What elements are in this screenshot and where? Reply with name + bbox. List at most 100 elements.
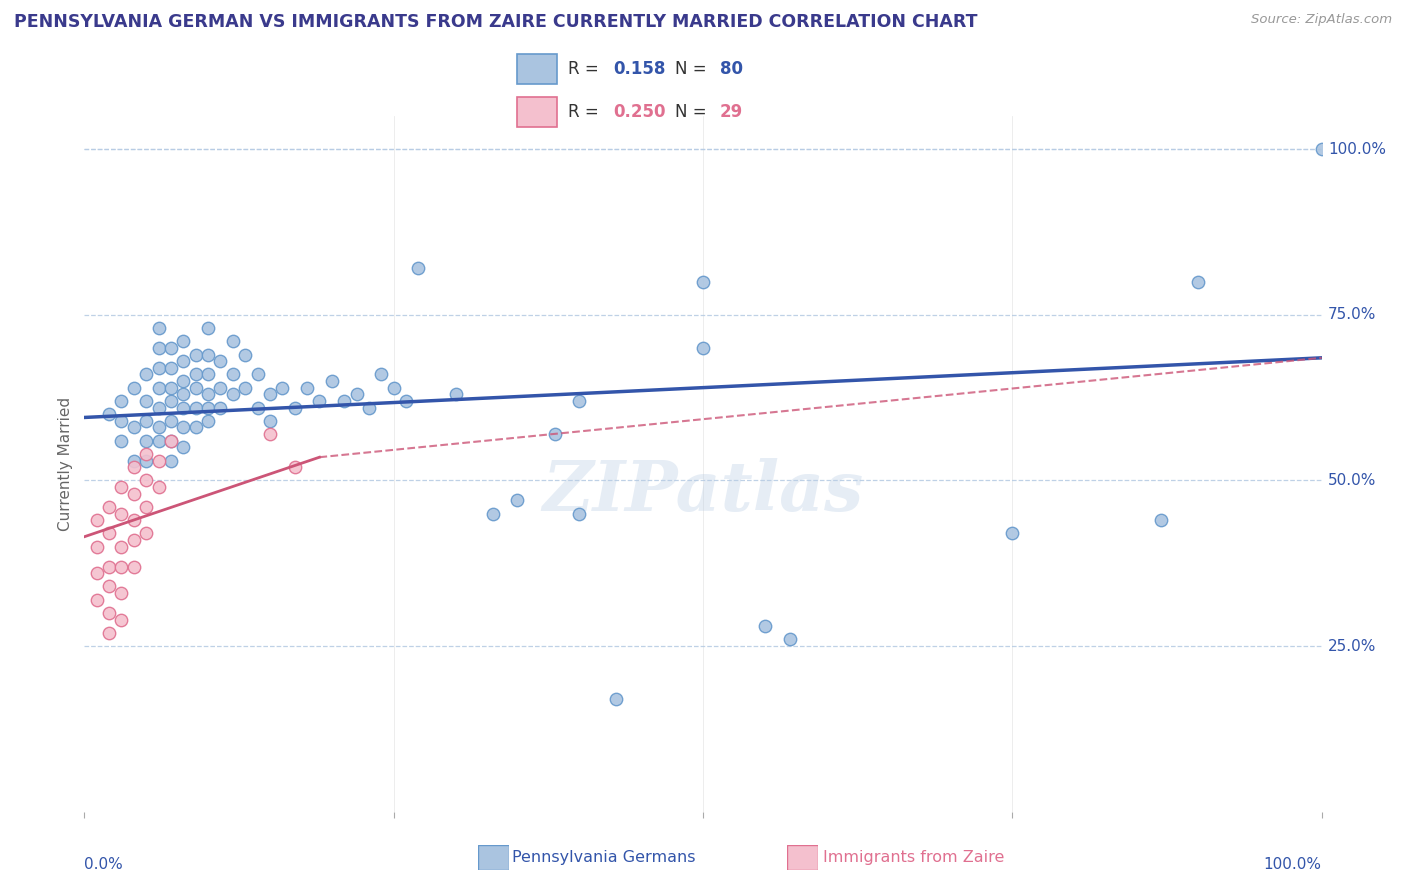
Point [295, 381, 318, 395]
Text: 80: 80 [720, 60, 742, 78]
Point [148, 381, 170, 395]
Point [184, 381, 207, 395]
Point [197, 347, 219, 361]
Point [197, 368, 219, 382]
Text: 0.250: 0.250 [613, 103, 665, 121]
Point [346, 387, 368, 401]
Point [506, 493, 529, 508]
Point [98, 526, 121, 541]
Point [160, 393, 183, 408]
Point [357, 401, 380, 415]
Text: PENNSYLVANIA GERMAN VS IMMIGRANTS FROM ZAIRE CURRENTLY MARRIED CORRELATION CHART: PENNSYLVANIA GERMAN VS IMMIGRANTS FROM Z… [14, 13, 977, 31]
Point [110, 507, 132, 521]
Point [122, 513, 145, 527]
Point [197, 321, 219, 335]
Point [160, 453, 183, 467]
Point [98, 625, 121, 640]
Point [110, 559, 132, 574]
Point [246, 368, 269, 382]
Point [148, 434, 170, 448]
Point [86, 540, 108, 554]
Text: Pennsylvania Germans: Pennsylvania Germans [512, 850, 696, 864]
Point [98, 579, 121, 593]
Point [692, 275, 714, 289]
Point [197, 387, 219, 401]
Point [395, 393, 418, 408]
Point [568, 507, 591, 521]
Point [321, 374, 343, 388]
Point [259, 427, 281, 442]
Point [1310, 142, 1333, 156]
Point [172, 401, 194, 415]
Point [209, 401, 232, 415]
Point [86, 592, 108, 607]
Point [122, 559, 145, 574]
Text: 100.0%: 100.0% [1327, 142, 1386, 157]
Point [184, 401, 207, 415]
Point [135, 526, 157, 541]
Point [222, 387, 245, 401]
Point [184, 347, 207, 361]
Point [233, 381, 256, 395]
Text: Source: ZipAtlas.com: Source: ZipAtlas.com [1251, 13, 1392, 27]
Point [222, 334, 245, 349]
Point [284, 401, 307, 415]
Point [135, 453, 157, 467]
Point [135, 434, 157, 448]
Point [197, 414, 219, 428]
Point [754, 619, 776, 633]
Point [172, 387, 194, 401]
Text: N =: N = [675, 60, 711, 78]
Point [148, 321, 170, 335]
Point [135, 368, 157, 382]
Point [222, 368, 245, 382]
Text: 0.158: 0.158 [613, 60, 665, 78]
Text: 0.0%: 0.0% [84, 857, 124, 872]
Text: R =: R = [568, 103, 605, 121]
Text: 100.0%: 100.0% [1264, 857, 1322, 872]
Point [308, 393, 330, 408]
Point [148, 401, 170, 415]
Point [86, 513, 108, 527]
Point [271, 381, 294, 395]
Point [110, 540, 132, 554]
Point [135, 447, 157, 461]
Point [259, 414, 281, 428]
Point [172, 354, 194, 368]
Point [444, 387, 467, 401]
Point [408, 261, 430, 276]
Point [333, 393, 356, 408]
Point [1150, 513, 1173, 527]
Text: Immigrants from Zaire: Immigrants from Zaire [823, 850, 1004, 864]
Point [98, 559, 121, 574]
Point [160, 381, 183, 395]
Point [148, 480, 170, 494]
Point [122, 460, 145, 475]
Point [233, 347, 256, 361]
Point [122, 453, 145, 467]
Point [1187, 275, 1209, 289]
Text: 50.0%: 50.0% [1327, 473, 1376, 488]
Point [246, 401, 269, 415]
Point [605, 692, 627, 706]
Point [135, 393, 157, 408]
Point [160, 434, 183, 448]
Point [110, 480, 132, 494]
Point [184, 420, 207, 434]
Point [160, 360, 183, 375]
Text: 29: 29 [720, 103, 744, 121]
Point [692, 341, 714, 355]
Point [98, 500, 121, 514]
Point [135, 500, 157, 514]
Point [148, 420, 170, 434]
Text: 25.0%: 25.0% [1327, 639, 1376, 654]
Point [148, 360, 170, 375]
Point [481, 507, 503, 521]
Point [370, 368, 392, 382]
Point [209, 381, 232, 395]
Point [172, 440, 194, 454]
Point [110, 434, 132, 448]
Point [135, 474, 157, 488]
Point [148, 453, 170, 467]
Text: N =: N = [675, 103, 711, 121]
